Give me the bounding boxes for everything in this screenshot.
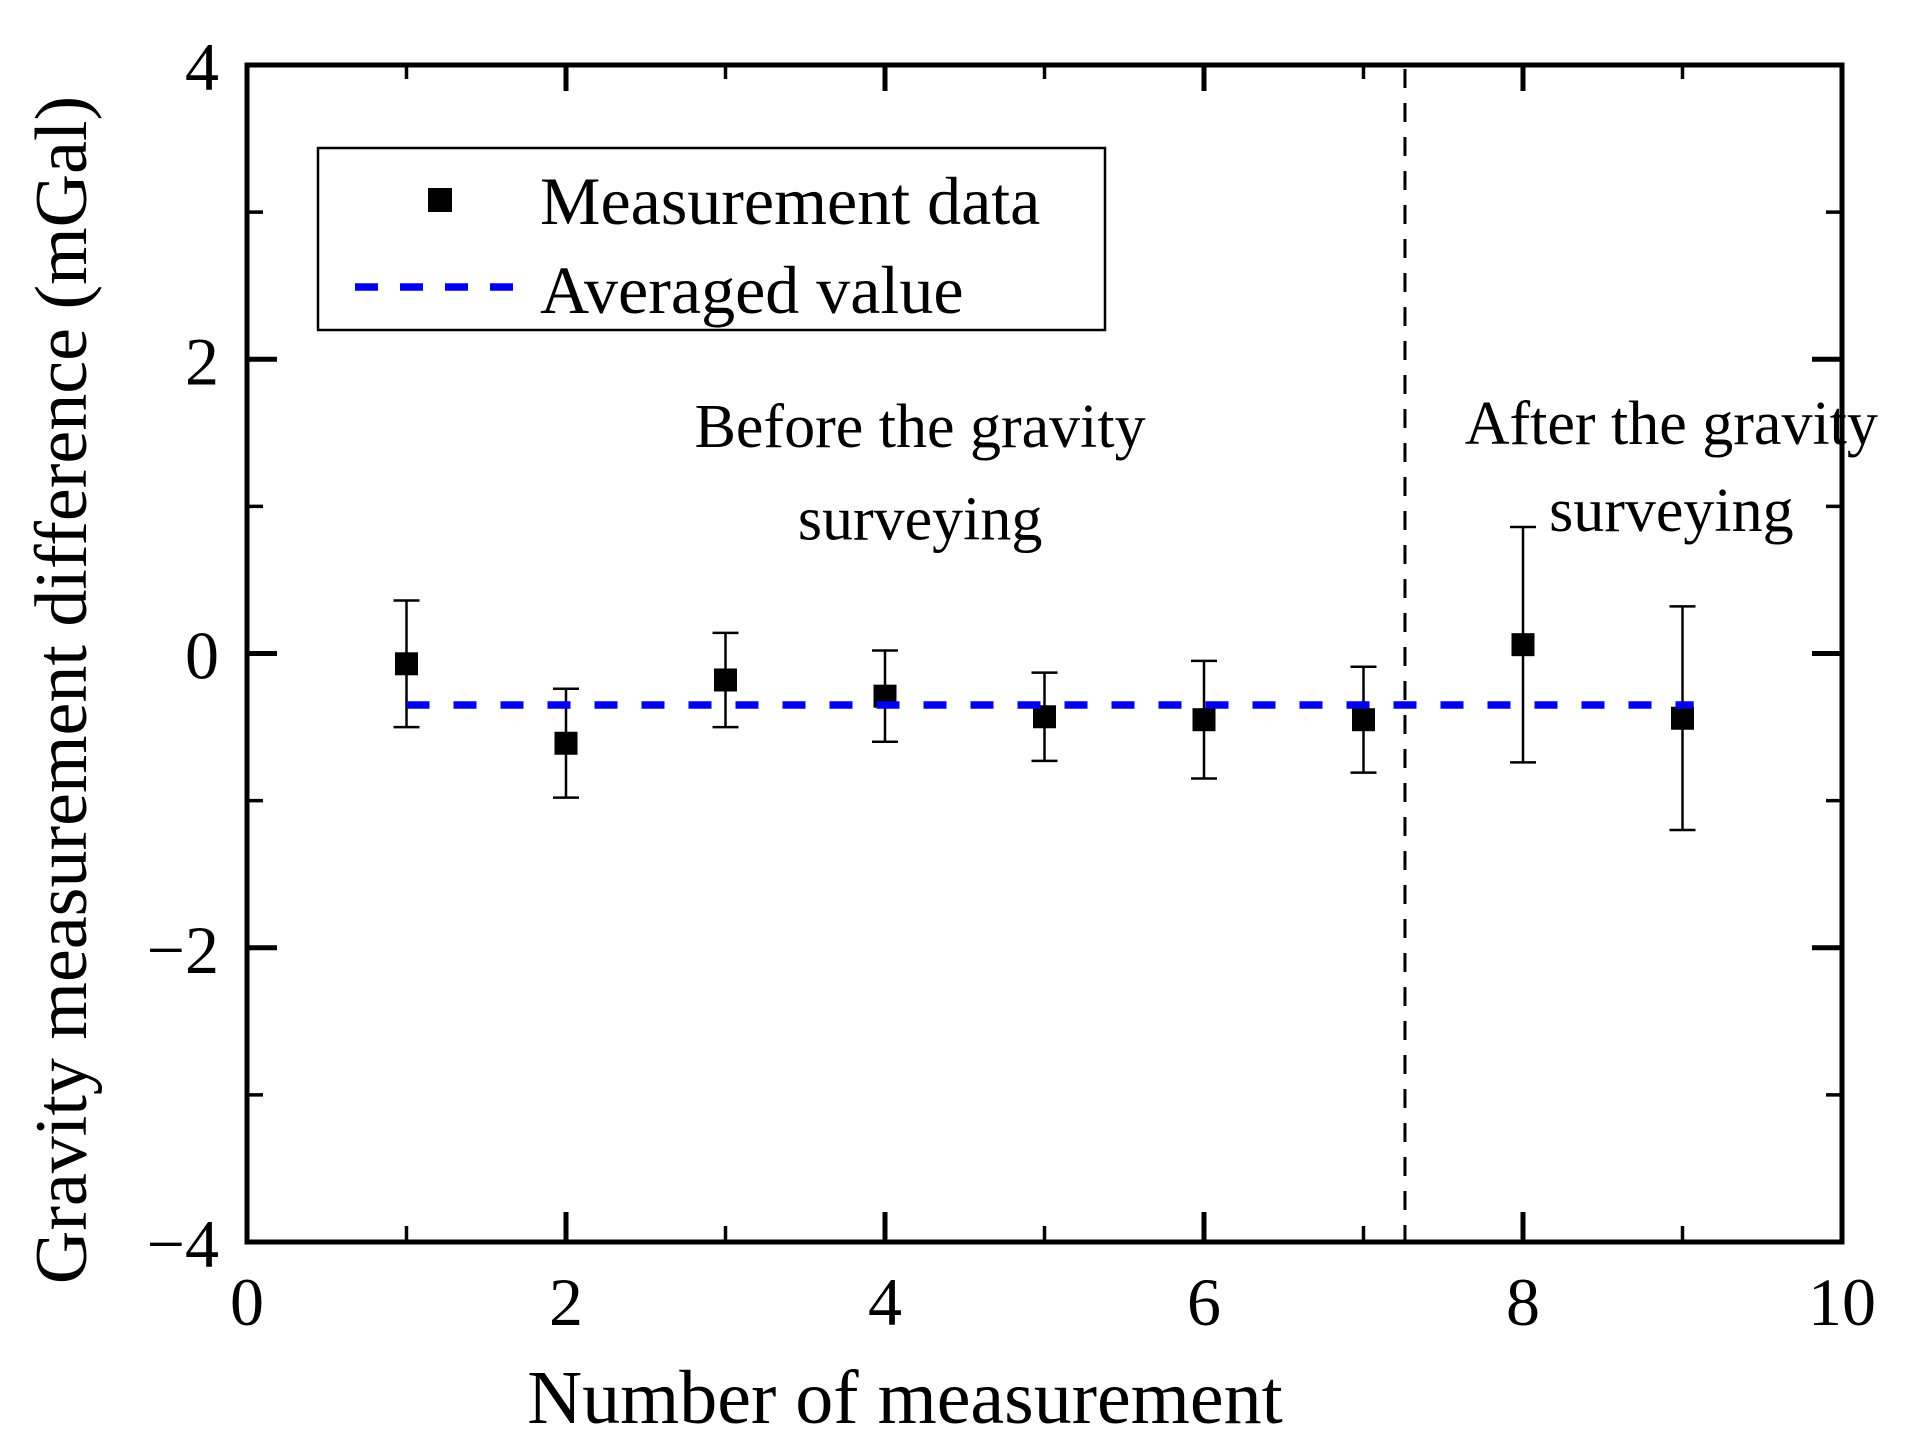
x-tick-label: 8	[1506, 1264, 1540, 1340]
legend-marker-square-icon	[428, 188, 452, 212]
axes-layer: 0 2 4 6 8 10 −4 −2 0 2 4	[147, 29, 1876, 1340]
annotation-after-line2: surveying	[1549, 477, 1794, 545]
data-point-square	[714, 668, 737, 692]
data-point-square	[1671, 706, 1694, 730]
y-tick-label: −2	[147, 912, 219, 988]
y-axis-label: Gravity measurement difference (mGal)	[21, 96, 103, 1284]
x-tick-label: 10	[1808, 1264, 1876, 1340]
data-point-square	[1192, 708, 1216, 732]
legend-label-averaged-value: Averaged value	[540, 252, 964, 328]
x-tick-label: 4	[868, 1264, 902, 1340]
annotation-before: Before the gravity surveying	[695, 393, 1146, 554]
legend-label-measurement-data: Measurement data	[540, 163, 1040, 239]
data-point-square	[554, 731, 578, 755]
x-tick-label: 0	[230, 1264, 264, 1340]
annotation-after: After the gravity surveying	[1465, 390, 1878, 545]
annotation-after-line1: After the gravity	[1465, 390, 1878, 458]
y-tick-label: 4	[185, 29, 219, 105]
y-tick-label: −4	[147, 1206, 219, 1282]
annotation-before-line1: Before the gravity	[695, 393, 1146, 461]
x-axis-label: Number of measurement	[527, 1356, 1283, 1436]
data-point-square	[395, 652, 418, 676]
annotation-before-line2: surveying	[798, 486, 1043, 554]
legend: Measurement data Averaged value	[316, 146, 1107, 332]
data-point-square	[1511, 633, 1535, 657]
data-point-square	[1352, 708, 1375, 732]
data-layer	[393, 69, 1696, 1240]
x-tick-label: 2	[549, 1264, 583, 1340]
legend-box	[316, 146, 1107, 332]
y-tick-label: 2	[185, 323, 219, 399]
y-tick-label: 0	[185, 618, 219, 694]
data-point-square	[1033, 705, 1056, 729]
x-tick-label: 6	[1187, 1264, 1221, 1340]
